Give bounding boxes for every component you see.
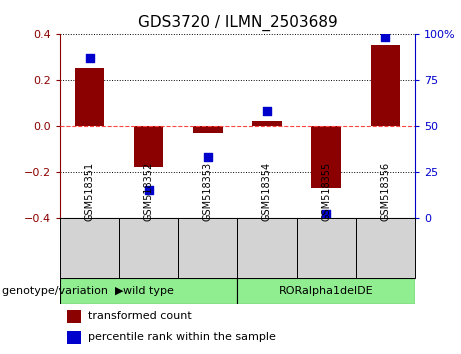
Point [263,108,271,114]
Bar [67,331,81,343]
Text: GSM518354: GSM518354 [262,161,272,221]
Text: RORalpha1delDE: RORalpha1delDE [279,286,373,296]
Bar [237,218,296,278]
Text: GSM518352: GSM518352 [144,161,154,221]
Bar [311,126,341,188]
Bar [60,278,237,304]
Text: GSM518355: GSM518355 [321,161,331,221]
Point [382,34,389,40]
Point [86,55,93,61]
Bar [193,126,223,133]
Title: GDS3720 / ILMN_2503689: GDS3720 / ILMN_2503689 [137,15,337,31]
Text: GSM518356: GSM518356 [380,161,390,221]
Bar [178,218,237,278]
Point [204,154,212,160]
Bar [60,218,119,278]
Bar [356,218,415,278]
Bar [119,218,178,278]
Text: GSM518353: GSM518353 [203,161,213,221]
Bar [237,278,415,304]
Bar [75,68,104,126]
Bar [371,45,400,126]
Text: genotype/variation  ▶: genotype/variation ▶ [2,286,124,296]
Point [145,187,152,193]
Bar [67,310,81,323]
Bar [296,218,356,278]
Text: transformed count: transformed count [89,312,192,321]
Text: GSM518351: GSM518351 [84,161,95,221]
Text: wild type: wild type [123,286,174,296]
Bar [252,121,282,126]
Bar [134,126,164,167]
Point [322,211,330,217]
Text: percentile rank within the sample: percentile rank within the sample [89,332,276,342]
